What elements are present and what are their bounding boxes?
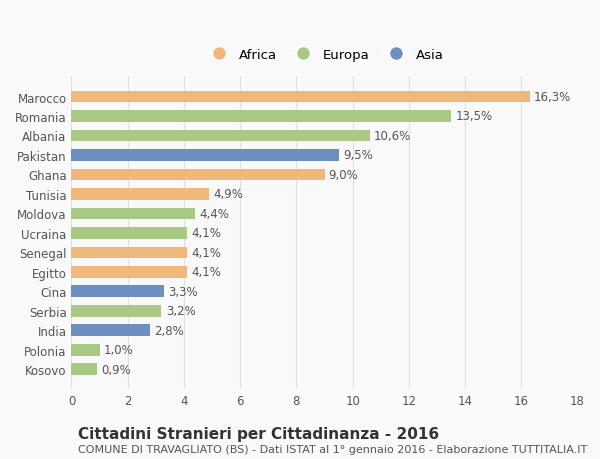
Text: 13,5%: 13,5%: [455, 110, 493, 123]
Bar: [71, 91, 530, 103]
Bar: [71, 305, 161, 317]
Text: 4,4%: 4,4%: [199, 207, 229, 220]
Text: 9,5%: 9,5%: [343, 149, 373, 162]
Text: 0,9%: 0,9%: [101, 363, 131, 376]
Bar: [71, 266, 187, 278]
Bar: [71, 286, 164, 297]
Text: 16,3%: 16,3%: [534, 91, 571, 104]
Text: 3,2%: 3,2%: [166, 305, 196, 318]
Bar: [71, 228, 187, 239]
Legend: Africa, Europa, Asia: Africa, Europa, Asia: [200, 43, 449, 67]
Text: 9,0%: 9,0%: [329, 168, 358, 182]
Text: 4,9%: 4,9%: [214, 188, 244, 201]
Text: 1,0%: 1,0%: [104, 343, 134, 357]
Bar: [71, 150, 338, 162]
Text: 4,1%: 4,1%: [191, 246, 221, 259]
Bar: [71, 208, 195, 220]
Bar: [71, 169, 325, 181]
Text: 4,1%: 4,1%: [191, 266, 221, 279]
Text: 2,8%: 2,8%: [154, 324, 184, 337]
Bar: [71, 364, 97, 375]
Text: 10,6%: 10,6%: [374, 130, 411, 143]
Text: 3,3%: 3,3%: [169, 285, 198, 298]
Bar: [71, 189, 209, 200]
Bar: [71, 344, 100, 356]
Bar: [71, 247, 187, 259]
Text: Cittadini Stranieri per Cittadinanza - 2016: Cittadini Stranieri per Cittadinanza - 2…: [78, 425, 439, 441]
Text: 4,1%: 4,1%: [191, 227, 221, 240]
Bar: [71, 111, 451, 123]
Bar: [71, 130, 370, 142]
Bar: [71, 325, 150, 336]
Text: COMUNE DI TRAVAGLIATO (BS) - Dati ISTAT al 1° gennaio 2016 - Elaborazione TUTTIT: COMUNE DI TRAVAGLIATO (BS) - Dati ISTAT …: [78, 444, 587, 454]
